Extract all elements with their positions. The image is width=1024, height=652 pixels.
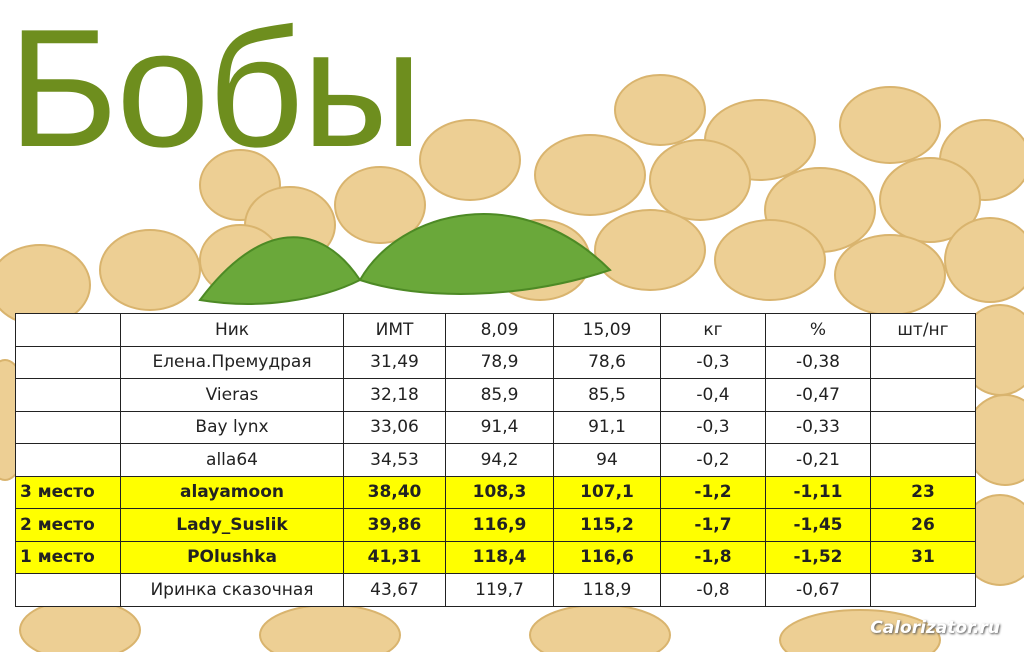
table-cell: 78,9 bbox=[445, 345, 554, 379]
table-cell: 94 bbox=[553, 443, 661, 477]
table-cell: Bay lynx bbox=[120, 410, 344, 444]
table-cell: -0,4 bbox=[660, 378, 766, 412]
table-cell: 91,4 bbox=[445, 410, 554, 444]
place-cell bbox=[15, 410, 121, 444]
place-cell: 1 место bbox=[15, 540, 121, 574]
table-cell: 34,53 bbox=[343, 443, 446, 477]
place-cell bbox=[15, 443, 121, 477]
table-cell: -0,67 bbox=[765, 573, 871, 607]
count-cell: 23 bbox=[870, 475, 976, 509]
table-cell: -1,8 bbox=[660, 540, 766, 574]
table-cell: 116,6 bbox=[553, 540, 661, 574]
count-cell bbox=[870, 345, 976, 379]
table-cell: 41,31 bbox=[343, 540, 446, 574]
table-cell: 91,1 bbox=[553, 410, 661, 444]
table-cell: -0,33 bbox=[765, 410, 871, 444]
table-cell: Lady_Suslik bbox=[120, 508, 344, 542]
table-cell: -0,47 bbox=[765, 378, 871, 412]
count-cell bbox=[870, 573, 976, 607]
header-cell: % bbox=[765, 313, 871, 347]
header-cell: кг bbox=[660, 313, 766, 347]
table-cell: 119,7 bbox=[445, 573, 554, 607]
count-cell bbox=[870, 378, 976, 412]
table-cell: 118,9 bbox=[553, 573, 661, 607]
table-cell: 39,86 bbox=[343, 508, 446, 542]
watermark: Calorizator.ru bbox=[870, 618, 1000, 638]
header-cell: 8,09 bbox=[445, 313, 554, 347]
count-cell bbox=[870, 410, 976, 444]
table-row: alla64 34,53 94,2 94 -0,2 -0,21 bbox=[15, 443, 976, 477]
table-row: 3 место alayamoon 38,40 108,3 107,1 -1,2 -1,11… bbox=[15, 475, 976, 509]
table-row: Елена.Премудрая 31,49 78,9 78,6 -0,3 -0,38 bbox=[15, 345, 976, 379]
place-cell: 3 место bbox=[15, 475, 121, 509]
table-cell: Vieras bbox=[120, 378, 344, 412]
table-cell: 108,3 bbox=[445, 475, 554, 509]
table-cell: 43,67 bbox=[343, 573, 446, 607]
place-cell bbox=[15, 378, 121, 412]
table-cell: alayamoon bbox=[120, 475, 344, 509]
table-row: 1 место POlushka 41,31 118,4 116,6 -1,8 -1,52 3… bbox=[15, 540, 976, 574]
table-cell: 33,06 bbox=[343, 410, 446, 444]
table-cell: -1,11 bbox=[765, 475, 871, 509]
table-cell: 32,18 bbox=[343, 378, 446, 412]
header-row: Ник ИМТ 8,09 15,09 кг% шт/нг bbox=[15, 313, 976, 347]
table-cell: 85,9 bbox=[445, 378, 554, 412]
table-cell: Иринка сказочная bbox=[120, 573, 344, 607]
table-cell: -0,3 bbox=[660, 345, 766, 379]
table-cell: -0,2 bbox=[660, 443, 766, 477]
header-cell: шт/нг bbox=[870, 313, 976, 347]
count-cell: 31 bbox=[870, 540, 976, 574]
table-cell: POlushka bbox=[120, 540, 344, 574]
header-cell bbox=[15, 313, 121, 347]
title: Бобы bbox=[8, 0, 423, 182]
count-cell: 26 bbox=[870, 508, 976, 542]
table-cell: -0,3 bbox=[660, 410, 766, 444]
header-cell: Ник bbox=[120, 313, 344, 347]
table-cell: -0,21 bbox=[765, 443, 871, 477]
place-cell bbox=[15, 573, 121, 607]
table-cell: 107,1 bbox=[553, 475, 661, 509]
table-row: Bay lynx 33,06 91,4 91,1 -0,3 -0,33 bbox=[15, 410, 976, 444]
table-cell: -0,38 bbox=[765, 345, 871, 379]
header-cell: 15,09 bbox=[553, 313, 661, 347]
table-cell: -1,2 bbox=[660, 475, 766, 509]
place-cell bbox=[15, 345, 121, 379]
table-row: 2 место Lady_Suslik 39,86 116,9 115,2 -1,7 -1,… bbox=[15, 508, 976, 542]
count-cell bbox=[870, 443, 976, 477]
place-cell: 2 место bbox=[15, 508, 121, 542]
results-table: Ник ИМТ 8,09 15,09 кг% шт/нг Елена.Премудрая 31… bbox=[15, 313, 976, 607]
table-cell: 115,2 bbox=[553, 508, 661, 542]
table-cell: alla64 bbox=[120, 443, 344, 477]
table-cell: 38,40 bbox=[343, 475, 446, 509]
table-cell: -1,45 bbox=[765, 508, 871, 542]
table-cell: Елена.Премудрая bbox=[120, 345, 344, 379]
table-cell: 78,6 bbox=[553, 345, 661, 379]
table-cell: 31,49 bbox=[343, 345, 446, 379]
table-row: Vieras 32,18 85,9 85,5 -0,4 -0,47 bbox=[15, 378, 976, 412]
table-cell: 118,4 bbox=[445, 540, 554, 574]
table-cell: -1,7 bbox=[660, 508, 766, 542]
table-cell: 94,2 bbox=[445, 443, 554, 477]
table-cell: 116,9 bbox=[445, 508, 554, 542]
table-row: Иринка сказочная 43,67 119,7 118,9 -0,8 -0,67 bbox=[15, 573, 976, 607]
table-cell: -0,8 bbox=[660, 573, 766, 607]
table-cell: 85,5 bbox=[553, 378, 661, 412]
table-cell: -1,52 bbox=[765, 540, 871, 574]
header-cell: ИМТ bbox=[343, 313, 446, 347]
